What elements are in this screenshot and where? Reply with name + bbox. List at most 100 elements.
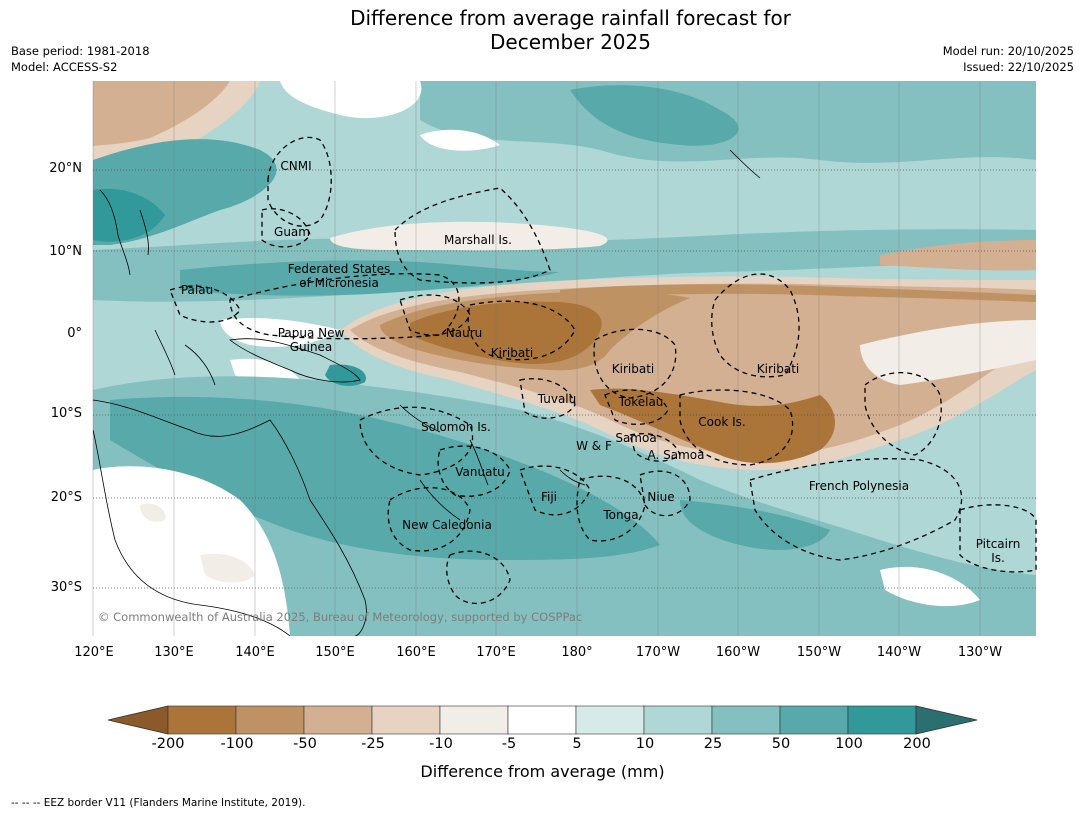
contour-dry-central-100 [590,388,835,464]
place-kiribati-central: Kiribati [611,362,655,376]
cb-tick: 100 [835,736,863,752]
colorbar-cell [235,705,305,735]
chart-title: Difference from average rainfall forecas… [0,6,1085,54]
place-asamoa: A. Samoa [647,448,705,462]
colorbar-cell [643,705,713,735]
place-fsm-line2: of Micronesia [299,276,379,290]
title-line-1: Difference from average rainfall forecas… [350,6,791,30]
place-frpoly: French Polynesia [808,479,910,493]
cb-tick: -10 [429,736,453,752]
place-kiribati-west: Kiribati [490,346,534,360]
place-marshall: Marshall Is. [444,233,512,247]
cb-tick: 5 [572,736,582,752]
contour-wet-spcz-50 [110,396,660,560]
lon-label-180: 180° [561,645,593,660]
lat-label-30s: 30°S [50,580,82,595]
place-solomon: Solomon Is. [421,420,491,434]
lon-label-130e: 130°E [154,645,194,660]
contour-dry-marshall [330,221,608,251]
colorbar-cell [371,705,441,735]
contour-wet-spcz-50b [680,500,830,550]
contour-wet-westpool-core [93,188,165,242]
contour-white-north-2 [420,129,500,151]
place-fsm-line1: Federated States [287,262,391,276]
place-pitcairn: Pitcairn Is. [976,537,1021,565]
place-nauru: Nauru [445,326,483,340]
lon-label-170e: 170°E [476,645,516,660]
colorbar-cell [507,705,577,735]
issued-date: Issued: 22/10/2025 [963,60,1074,74]
cb-tick: -50 [293,736,317,752]
place-cnmi: CNMI [280,159,312,173]
place-niue: Niue [647,490,675,504]
base-period: Base period: 1981-2018 [11,44,150,58]
colorbar-extend-high [915,705,978,735]
cb-tick: 50 [771,736,791,752]
contour-dry-australia [200,553,255,583]
colorbar-cell [167,705,237,735]
contour-wet-north-core [570,85,739,146]
coastlines [93,149,761,636]
lon-label-140w: 140°W [876,645,922,660]
place-png: Papua New Guinea [278,326,345,354]
lat-label-10n: 10°N [49,244,82,259]
contour-dry-equatorial-100 [410,301,602,364]
lat-label-10s: 10°S [50,406,82,421]
contour-white-north-1 [280,81,422,119]
contour-white-eastern [860,320,1036,385]
cb-tick: -25 [361,736,385,752]
place-fiji: Fiji [540,490,558,504]
place-palau: Palau [180,283,214,297]
cb-tick: 200 [903,736,931,752]
place-pitcairn-line1: Pitcairn [975,537,1021,551]
place-fsm: Federated States of Micronesia [288,262,390,290]
cb-tick: -200 [151,736,185,752]
place-tuvalu: Tuvalu [537,392,577,406]
model-name: Model: ACCESS-S2 [11,60,118,74]
place-png-line1: Papua New [277,326,345,340]
rainfall-map [92,81,1037,636]
lon-label-150w: 150°W [796,645,842,660]
colorbar-extend-low [107,705,169,735]
contour-white-png [220,318,340,347]
lat-label-20s: 20°S [50,490,82,505]
latitude-lines [93,169,1036,589]
colorbar-cell [303,705,373,735]
contour-white-sw-2 [880,566,980,607]
place-cook: Cook Is. [698,415,746,429]
eez-footnote: -- -- -- EEZ border V11 (Flanders Marine… [11,797,306,809]
lon-label-170w: 170°W [635,645,681,660]
colorbar-cell [847,705,917,735]
cb-tick: -100 [220,736,254,752]
model-run: Model run: 20/10/2025 [942,44,1074,58]
cb-tick: 25 [703,736,723,752]
place-guam: Guam [274,225,310,239]
place-newcal: New Caledonia [402,518,492,532]
contour-dry-australia-2 [140,503,166,522]
place-tonga: Tonga [603,508,639,522]
cb-tick: 10 [635,736,655,752]
lon-label-160w: 160°W [715,645,761,660]
colorbar-cell [711,705,781,735]
place-vanuatu: Vanuatu [455,465,505,479]
place-wf: W & F [576,439,612,453]
colorbar-cell [779,705,849,735]
contour-dry-northband [560,284,1036,302]
colorbar-label: Difference from average (mm) [420,762,665,781]
contour-wet-itcz-core [180,260,560,296]
lon-label-130w: 130°W [957,645,1003,660]
lat-label-0: 0° [67,326,82,341]
colorbar [107,705,978,735]
meta-right: Model run: 20/10/2025 Issued: 22/10/2025 [943,43,1074,75]
lon-label-120e: 120°E [74,645,114,660]
cb-tick: -5 [501,736,517,752]
title-line-2: December 2025 [490,30,651,54]
colorbar-cell [575,705,645,735]
contour-dry-nw-inner [93,81,230,146]
eez-borders [169,136,1037,604]
lon-label-140e: 140°E [235,645,275,660]
place-kiribati-east: Kiribati [756,362,800,376]
place-png-line2: Guinea [289,340,333,354]
lat-label-20n: 20°N [49,161,82,176]
place-samoa: Samoa [615,431,657,445]
